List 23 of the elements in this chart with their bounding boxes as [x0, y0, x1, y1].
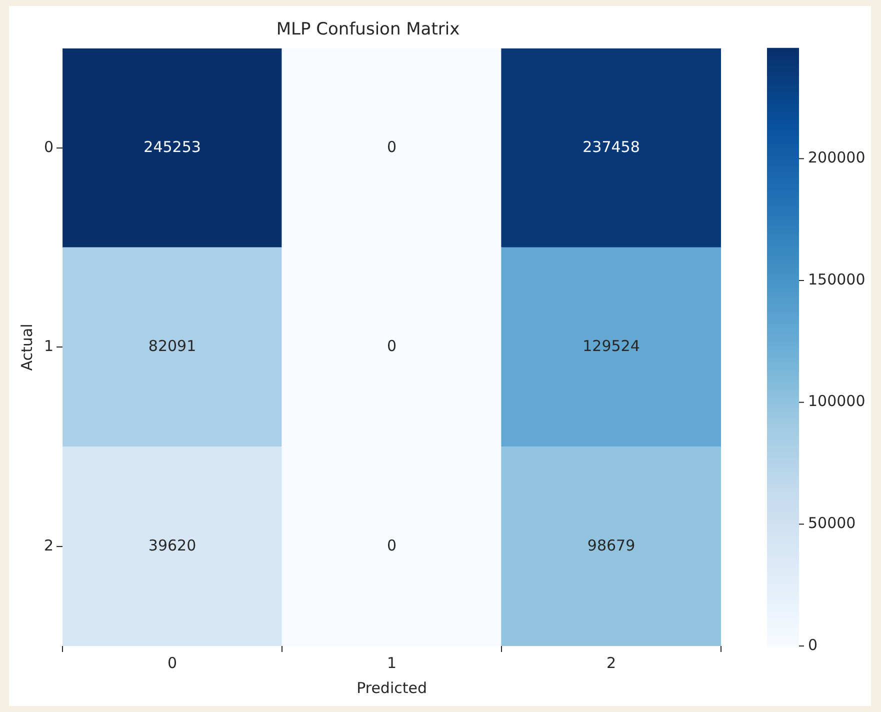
color-bar-label: 200000	[808, 148, 866, 167]
y-tick-label: 1	[44, 337, 54, 356]
data-label: 237458	[582, 138, 640, 156]
y-tick-label: 0	[44, 138, 54, 156]
data-label: 82091	[148, 337, 196, 356]
color-bar-label: 50000	[808, 514, 856, 532]
y-axis-title: Actual	[18, 324, 36, 371]
x-tick-label: 1	[387, 654, 397, 672]
x-axis-title: Predicted	[356, 678, 427, 697]
data-label: 0	[387, 138, 397, 156]
data-label: 98679	[587, 536, 636, 554]
data-label: 245253	[144, 138, 201, 156]
color-bar-label: 0	[808, 636, 818, 654]
x-tick-label: 0	[168, 654, 178, 672]
y-tick-label: 2	[44, 536, 54, 554]
color-bar-label: 100000	[808, 392, 866, 410]
color-bar-label: 150000	[808, 270, 866, 288]
x-tick-label: 2	[606, 654, 616, 672]
data-label: 0	[387, 536, 397, 554]
data-label: 0	[387, 337, 397, 356]
data-label: 39620	[148, 536, 196, 554]
chart-title: MLP Confusion Matrix	[276, 20, 460, 40]
data-label: 129524	[582, 337, 640, 356]
